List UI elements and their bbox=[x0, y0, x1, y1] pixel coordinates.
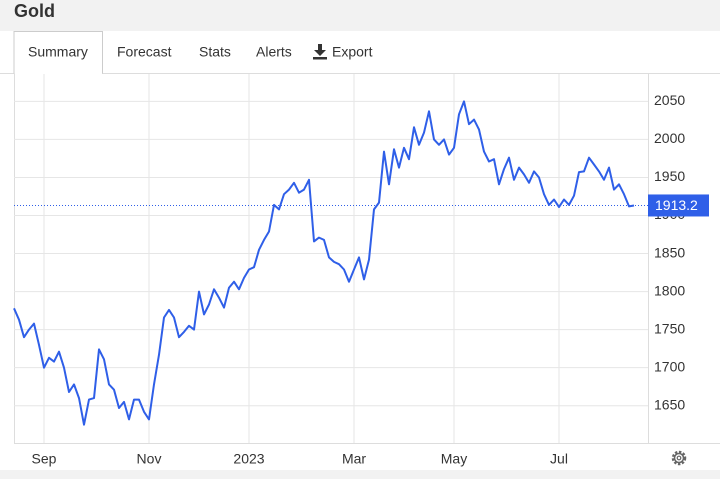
last-price-tag bbox=[648, 194, 709, 217]
y-tick-label: 1650 bbox=[654, 396, 685, 412]
y-tick-label: 1800 bbox=[654, 282, 685, 298]
x-tick-label: Sep bbox=[32, 451, 57, 467]
page-title: Gold bbox=[14, 1, 55, 21]
x-tick-label: May bbox=[441, 451, 467, 467]
active-tab-gap bbox=[15, 72, 102, 75]
x-tick-label: Mar bbox=[342, 451, 366, 467]
tab-alerts[interactable]: Alerts bbox=[256, 44, 292, 60]
export-icon[interactable] bbox=[313, 44, 327, 60]
grid bbox=[14, 74, 648, 443]
header-bar bbox=[0, 0, 720, 31]
y-tick-label: 1700 bbox=[654, 358, 685, 374]
settings-icon[interactable] bbox=[671, 450, 687, 466]
x-tick-label: 2023 bbox=[233, 451, 264, 467]
y-tick-label: 1850 bbox=[654, 244, 685, 260]
tab-summary[interactable]: Summary bbox=[28, 44, 88, 60]
y-tick-label: 1950 bbox=[654, 168, 685, 184]
active-tab-frame bbox=[13, 31, 103, 74]
x-tick-label: Nov bbox=[137, 451, 162, 467]
tab-forecast[interactable]: Forecast bbox=[117, 44, 172, 60]
y-tick-label: 2000 bbox=[654, 130, 685, 146]
y-tick-label: 2050 bbox=[654, 92, 685, 108]
y-tick-label: 1750 bbox=[654, 320, 685, 336]
x-tick-label: Jul bbox=[550, 451, 568, 467]
price-line bbox=[13, 100, 635, 426]
footer-bar bbox=[0, 470, 720, 479]
tab-export[interactable]: Export bbox=[332, 44, 373, 60]
tab-stats[interactable]: Stats bbox=[199, 44, 231, 60]
last-price-label: 1913.2 bbox=[655, 197, 698, 213]
